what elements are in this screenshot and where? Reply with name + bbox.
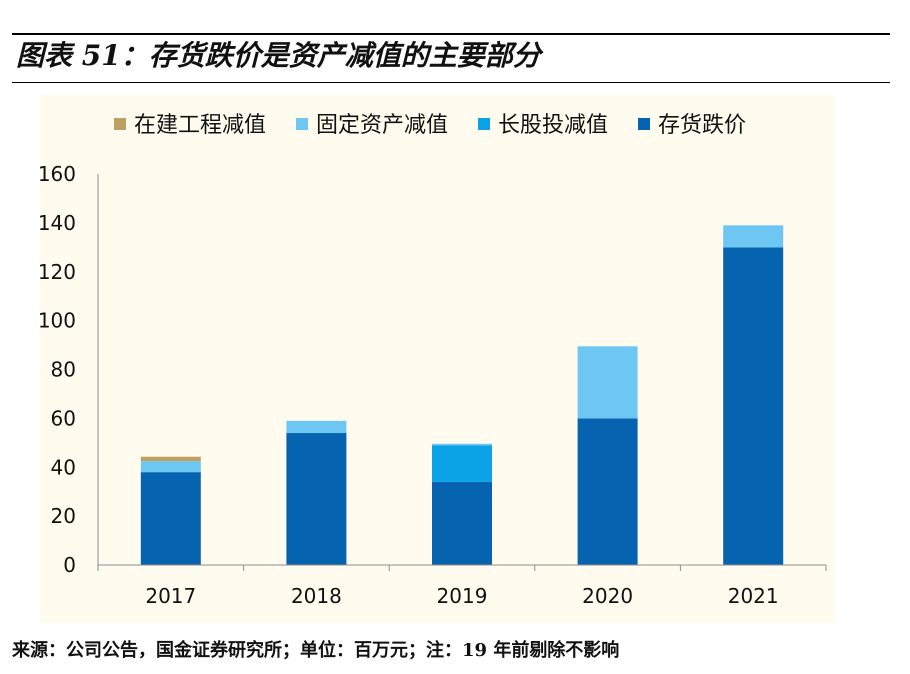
bar-segment — [286, 433, 347, 565]
x-tick-label: 2018 — [291, 584, 342, 608]
x-tick-label: 2020 — [582, 584, 633, 608]
figure-title: 图表 51：存货跌价是资产减值的主要部分 — [16, 39, 541, 72]
legend-label: 固定资产减值 — [316, 113, 448, 138]
y-tick-label: 160 — [40, 162, 76, 186]
legend-swatch — [478, 118, 490, 130]
y-tick-label: 100 — [40, 309, 76, 333]
y-axis: 0 20 40 60 80 100 120 140 160 — [40, 162, 99, 577]
y-tick-label: 0 — [63, 553, 76, 577]
source-note: 来源：公司公告，国金证券研究所；单位：百万元；注：19 年前剔除不影响 — [12, 640, 620, 661]
bar-segment — [140, 461, 201, 473]
y-tick-label: 80 — [51, 358, 76, 382]
y-tick-label: 60 — [51, 406, 76, 430]
bar-segment — [432, 481, 492, 565]
bar-segment — [432, 445, 492, 482]
x-tick-label: 2017 — [145, 584, 196, 608]
y-tick-label: 20 — [51, 504, 76, 528]
legend-swatch — [296, 118, 308, 130]
title-rule — [12, 82, 890, 83]
legend-swatch — [114, 118, 126, 130]
bars-group — [140, 225, 784, 565]
bar-segment — [286, 420, 347, 434]
legend-label: 存货跌价 — [658, 113, 746, 138]
bar-segment — [577, 418, 638, 565]
x-axis: 2017 2018 2019 2020 2021 — [97, 564, 827, 608]
bar-segment — [723, 225, 784, 248]
y-tick-label: 140 — [40, 211, 76, 235]
bar-segment — [432, 443, 492, 446]
x-tick-label: 2019 — [437, 584, 488, 608]
y-tick-label: 40 — [51, 455, 76, 479]
bar-segment — [577, 346, 638, 419]
legend-label: 在建工程减值 — [134, 113, 266, 138]
stacked-bar-chart: 在建工程减值 固定资产减值 长股投减值 存货跌价 0 20 40 60 80 100 120 140… — [40, 113, 827, 608]
y-tick-label: 120 — [40, 260, 76, 284]
top-rule — [12, 33, 890, 35]
x-tick-label: 2021 — [728, 584, 779, 608]
bar-segment — [140, 472, 201, 565]
chart-legend: 在建工程减值 固定资产减值 长股投减值 存货跌价 — [114, 113, 746, 138]
legend-label: 长股投减值 — [498, 113, 608, 138]
bar-segment — [723, 247, 784, 565]
chart-panel: 在建工程减值 固定资产减值 长股投减值 存货跌价 0 20 40 60 80 100 120 140… — [40, 95, 836, 623]
legend-swatch — [638, 118, 650, 130]
bar-segment — [140, 456, 201, 462]
